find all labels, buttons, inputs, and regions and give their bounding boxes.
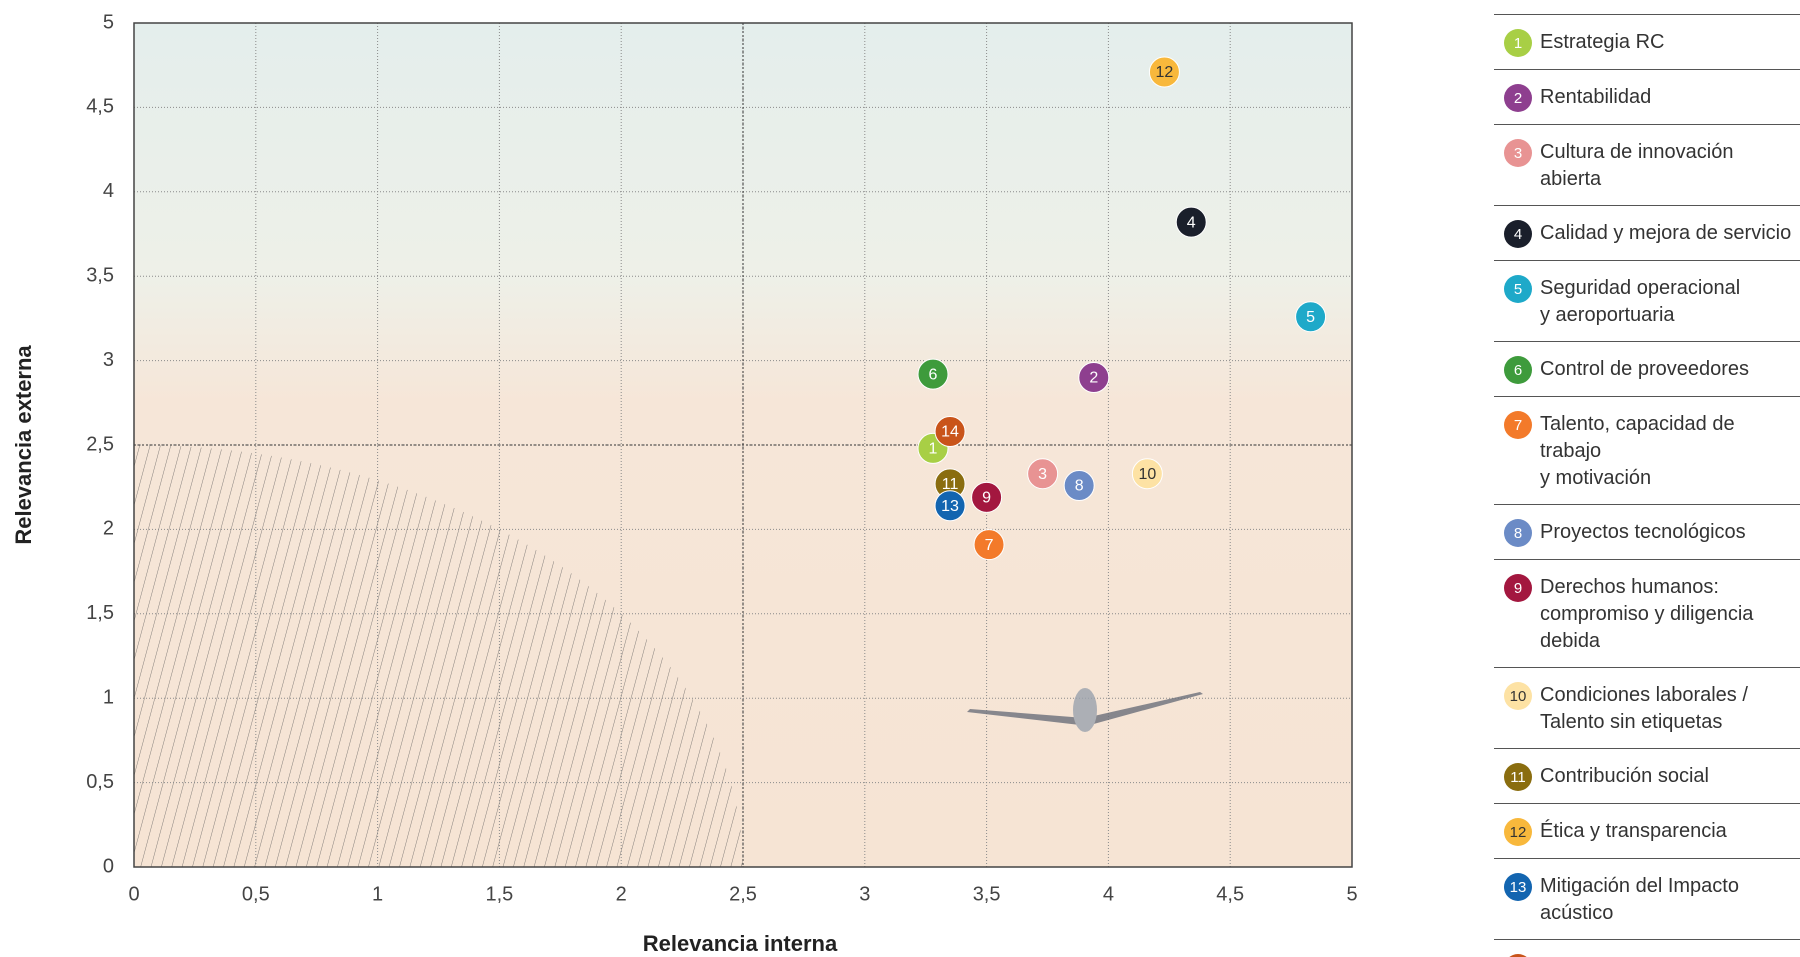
legend-marker: 4 — [1504, 220, 1532, 248]
point-label: 14 — [941, 424, 959, 441]
legend-label: Proyectos tecnológicos — [1540, 521, 1746, 543]
point-label: 6 — [929, 366, 938, 383]
y-tick-label: 3 — [103, 349, 114, 371]
legend-label: Mitigación del Impacto acústico — [1540, 875, 1739, 924]
x-tick-label: 0 — [128, 883, 139, 905]
legend-item: 5 Seguridad operacional y aeroportuaria — [1494, 261, 1800, 342]
legend-label: Derechos humanos: compromiso y diligenci… — [1540, 576, 1754, 652]
legend-label: Calidad y mejora de servicio — [1540, 222, 1792, 244]
point-label: 3 — [1038, 466, 1047, 483]
point-label: 7 — [985, 537, 994, 554]
legend-label: Estrategia RC — [1540, 31, 1665, 53]
legend-item: 9 Derechos humanos: compromiso y diligenc… — [1494, 560, 1800, 668]
point-label: 13 — [941, 498, 959, 515]
point — [971, 481, 1003, 513]
airplane — [967, 688, 1203, 732]
legend-item: 11 Contribución social — [1494, 749, 1800, 804]
x-tick-label: 2,5 — [729, 883, 757, 905]
legend-marker: 3 — [1504, 139, 1532, 167]
point-label: 9 — [982, 490, 991, 507]
plot-frame — [133, 22, 1353, 868]
x-tick-label: 3,5 — [973, 883, 1001, 905]
point — [1027, 458, 1059, 490]
y-tick-label: 4,5 — [86, 96, 114, 118]
x-tick-label: 1,5 — [485, 883, 513, 905]
x-tick-label: 3 — [859, 883, 870, 905]
legend-label: Ética y transparencia — [1540, 820, 1727, 842]
legend-marker: 11 — [1504, 763, 1532, 791]
legend-label: Talento, capacidad de trabajo y motivaci… — [1540, 413, 1735, 489]
legend-marker: 12 — [1504, 818, 1532, 846]
legend-label: Control de proveedores — [1540, 358, 1750, 380]
legend-marker: 2 — [1504, 84, 1532, 112]
legend-label: Rentabilidad — [1540, 86, 1652, 108]
legend-marker: 9 — [1504, 574, 1532, 602]
legend-marker: 1 — [1504, 29, 1532, 57]
legend-item: 3 Cultura de innovación abierta — [1494, 125, 1800, 206]
point-label: 1 — [929, 441, 938, 458]
point — [1078, 361, 1110, 393]
legend: 1 Estrategia RC 2 Rentabilidad 3 Cultura de i… — [1494, 14, 1800, 957]
legend-marker: 14 — [1504, 954, 1532, 957]
legend-item: 1 Estrategia RC — [1494, 15, 1800, 70]
airplane-fuselage — [1073, 688, 1097, 732]
legend-marker: 8 — [1504, 519, 1532, 547]
legend-label: Contribución social — [1540, 765, 1709, 787]
legend-marker: 6 — [1504, 356, 1532, 384]
x-tick-label: 4,5 — [1216, 883, 1244, 905]
legend-item: 10 Condiciones laborales / Talento sin et… — [1494, 668, 1800, 749]
point — [1148, 56, 1180, 88]
point — [917, 358, 949, 390]
point-label: 11 — [942, 476, 959, 493]
y-tick-label: 5 — [103, 11, 114, 33]
y-tick-label: 3,5 — [86, 264, 114, 286]
point-label: 5 — [1306, 309, 1315, 326]
y-tick-label: 1,5 — [86, 602, 114, 624]
legend-marker: 7 — [1504, 411, 1532, 439]
legend-item: 6 Control de proveedores — [1494, 342, 1800, 397]
legend-item: 4 Calidad y mejora de servicio — [1494, 206, 1800, 261]
legend-marker: 13 — [1504, 873, 1532, 901]
point-label: 8 — [1075, 478, 1084, 495]
legend-label: Seguridad operacional y aeroportuaria — [1540, 277, 1741, 326]
x-tick-label: 1 — [372, 883, 383, 905]
legend-item: 7 Talento, capacidad de trabajo y motivac… — [1494, 397, 1800, 505]
point — [934, 490, 966, 522]
point — [1063, 470, 1095, 502]
x-axis-title: Relevancia interna — [643, 931, 838, 956]
legend-label: Condiciones laborales / Talento sin etiq… — [1540, 684, 1748, 733]
point — [1131, 458, 1163, 490]
point — [1175, 206, 1207, 238]
legend-item: 2 Rentabilidad — [1494, 70, 1800, 125]
y-axis-title: Relevancia externa — [11, 345, 36, 545]
x-tick-label: 0,5 — [242, 883, 270, 905]
point-label: 10 — [1138, 466, 1156, 483]
point — [1295, 301, 1327, 333]
y-tick-label: 1 — [103, 686, 114, 708]
legend-item: 8 Proyectos tecnológicos — [1494, 505, 1800, 560]
point-label: 4 — [1187, 214, 1196, 231]
x-tick-label: 2 — [616, 883, 627, 905]
y-tick-label: 2,5 — [86, 433, 114, 455]
legend-item: 14Energía y cambio climático — [1494, 940, 1800, 957]
y-tick-label: 0,5 — [86, 771, 114, 793]
y-tick-label: 4 — [103, 180, 114, 202]
point-label: 2 — [1089, 370, 1098, 387]
airplane-body — [967, 692, 1203, 725]
legend-marker: 5 — [1504, 275, 1532, 303]
legend-marker: 10 — [1504, 682, 1532, 710]
x-tick-label: 4 — [1103, 883, 1114, 905]
legend-label: Cultura de innovación abierta — [1540, 141, 1734, 190]
point — [934, 415, 966, 447]
hatched-zone — [134, 445, 743, 867]
legend-item: 12 Ética y transparencia — [1494, 804, 1800, 859]
point — [973, 529, 1005, 561]
x-tick-label: 5 — [1346, 883, 1357, 905]
point-label: 12 — [1156, 64, 1174, 81]
y-tick-label: 0 — [103, 855, 114, 877]
legend-item: 13 Mitigación del Impacto acústico — [1494, 859, 1800, 940]
y-tick-label: 2 — [103, 518, 114, 540]
